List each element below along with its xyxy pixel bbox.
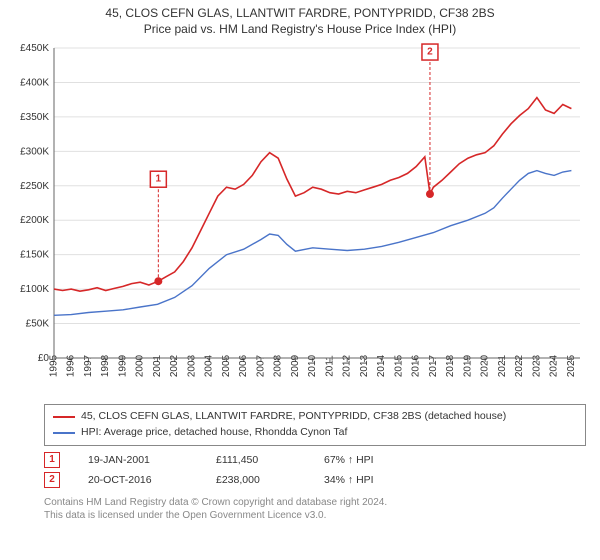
chart-header: 45, CLOS CEFN GLAS, LLANTWIT FARDRE, PON… xyxy=(0,0,600,38)
svg-text:£50K: £50K xyxy=(26,319,50,330)
svg-text:1: 1 xyxy=(156,174,162,185)
svg-text:£250K: £250K xyxy=(20,181,49,192)
legend-row-1: HPI: Average price, detached house, Rhon… xyxy=(53,425,577,441)
svg-text:£300K: £300K xyxy=(20,146,49,157)
chart-subtitle: Price paid vs. HM Land Registry's House … xyxy=(10,22,590,36)
transaction-price: £238,000 xyxy=(216,474,296,486)
footer-line2: This data is licensed under the Open Gov… xyxy=(44,509,586,523)
transaction-marker-icon: 2 xyxy=(44,472,60,488)
svg-text:£400K: £400K xyxy=(20,77,49,88)
transaction-date: 20-OCT-2016 xyxy=(88,474,188,486)
price-chart: £0£50K£100K£150K£200K£250K£300K£350K£400… xyxy=(10,38,590,398)
transaction-marker-icon: 1 xyxy=(44,452,60,468)
chart-svg: £0£50K£100K£150K£200K£250K£300K£350K£400… xyxy=(10,38,590,398)
legend-swatch xyxy=(53,416,75,418)
transaction-row-1: 1 19-JAN-2001 £111,450 67% ↑ HPI xyxy=(44,450,586,470)
marker-dot-1 xyxy=(154,277,162,285)
footer-attribution: Contains HM Land Registry data © Crown c… xyxy=(44,496,586,523)
marker-dot-2 xyxy=(426,190,434,198)
transaction-date: 19-JAN-2001 xyxy=(88,454,188,466)
transaction-hpi: 34% ↑ HPI xyxy=(324,474,414,486)
svg-text:£150K: £150K xyxy=(20,250,49,261)
legend-label: HPI: Average price, detached house, Rhon… xyxy=(81,425,347,441)
transaction-hpi: 67% ↑ HPI xyxy=(324,454,414,466)
legend: 45, CLOS CEFN GLAS, LLANTWIT FARDRE, PON… xyxy=(44,404,586,446)
legend-swatch xyxy=(53,432,75,434)
transaction-table: 1 19-JAN-2001 £111,450 67% ↑ HPI 2 20-OCT-201… xyxy=(44,450,586,490)
footer-line1: Contains HM Land Registry data © Crown c… xyxy=(44,496,586,510)
chart-title-address: 45, CLOS CEFN GLAS, LLANTWIT FARDRE, PON… xyxy=(10,6,590,20)
transaction-row-2: 2 20-OCT-2016 £238,000 34% ↑ HPI xyxy=(44,470,586,490)
legend-row-0: 45, CLOS CEFN GLAS, LLANTWIT FARDRE, PON… xyxy=(53,409,577,425)
svg-text:£350K: £350K xyxy=(20,112,49,123)
legend-label: 45, CLOS CEFN GLAS, LLANTWIT FARDRE, PON… xyxy=(81,409,506,425)
transaction-price: £111,450 xyxy=(216,454,296,466)
svg-text:£450K: £450K xyxy=(20,43,49,54)
svg-text:£200K: £200K xyxy=(20,215,49,226)
series-hpi xyxy=(54,171,571,316)
svg-text:2: 2 xyxy=(427,47,433,58)
series-price_paid xyxy=(54,98,571,292)
svg-text:£100K: £100K xyxy=(20,284,49,295)
